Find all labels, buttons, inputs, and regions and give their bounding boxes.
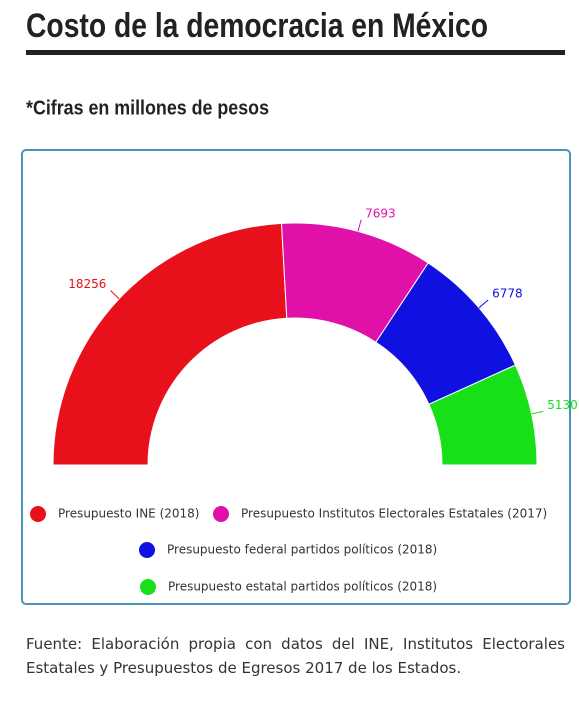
- chart-frame: [21, 149, 571, 605]
- pie-slice: [428, 364, 538, 466]
- legend-marker: [30, 506, 46, 522]
- label-leader: [531, 410, 544, 415]
- legend-marker: [213, 506, 229, 522]
- legend-label: Presupuesto estatal partidos políticos (…: [168, 580, 437, 594]
- title-underline: [26, 50, 565, 55]
- data-label: 5130: [547, 398, 578, 412]
- legend-label: Presupuesto federal partidos políticos (…: [167, 543, 437, 557]
- source-note: Fuente: Elaboración propia con datos del…: [26, 635, 565, 677]
- legend-label: Presupuesto Institutos Electorales Estat…: [241, 507, 547, 521]
- data-label: 18256: [68, 277, 106, 291]
- pie-slice: [52, 222, 288, 466]
- label-leader: [478, 299, 489, 309]
- data-label: 6778: [492, 287, 523, 301]
- legend-marker: [140, 579, 156, 595]
- legend-marker: [139, 542, 155, 558]
- chart-title: Costo de la democracia en México: [26, 7, 488, 45]
- legend-label: Presupuesto INE (2018): [58, 507, 199, 521]
- chart-subtitle: *Cifras en millones de pesos: [26, 97, 269, 119]
- label-leader: [357, 219, 362, 232]
- data-label: 7693: [365, 206, 396, 220]
- label-leader: [110, 290, 120, 300]
